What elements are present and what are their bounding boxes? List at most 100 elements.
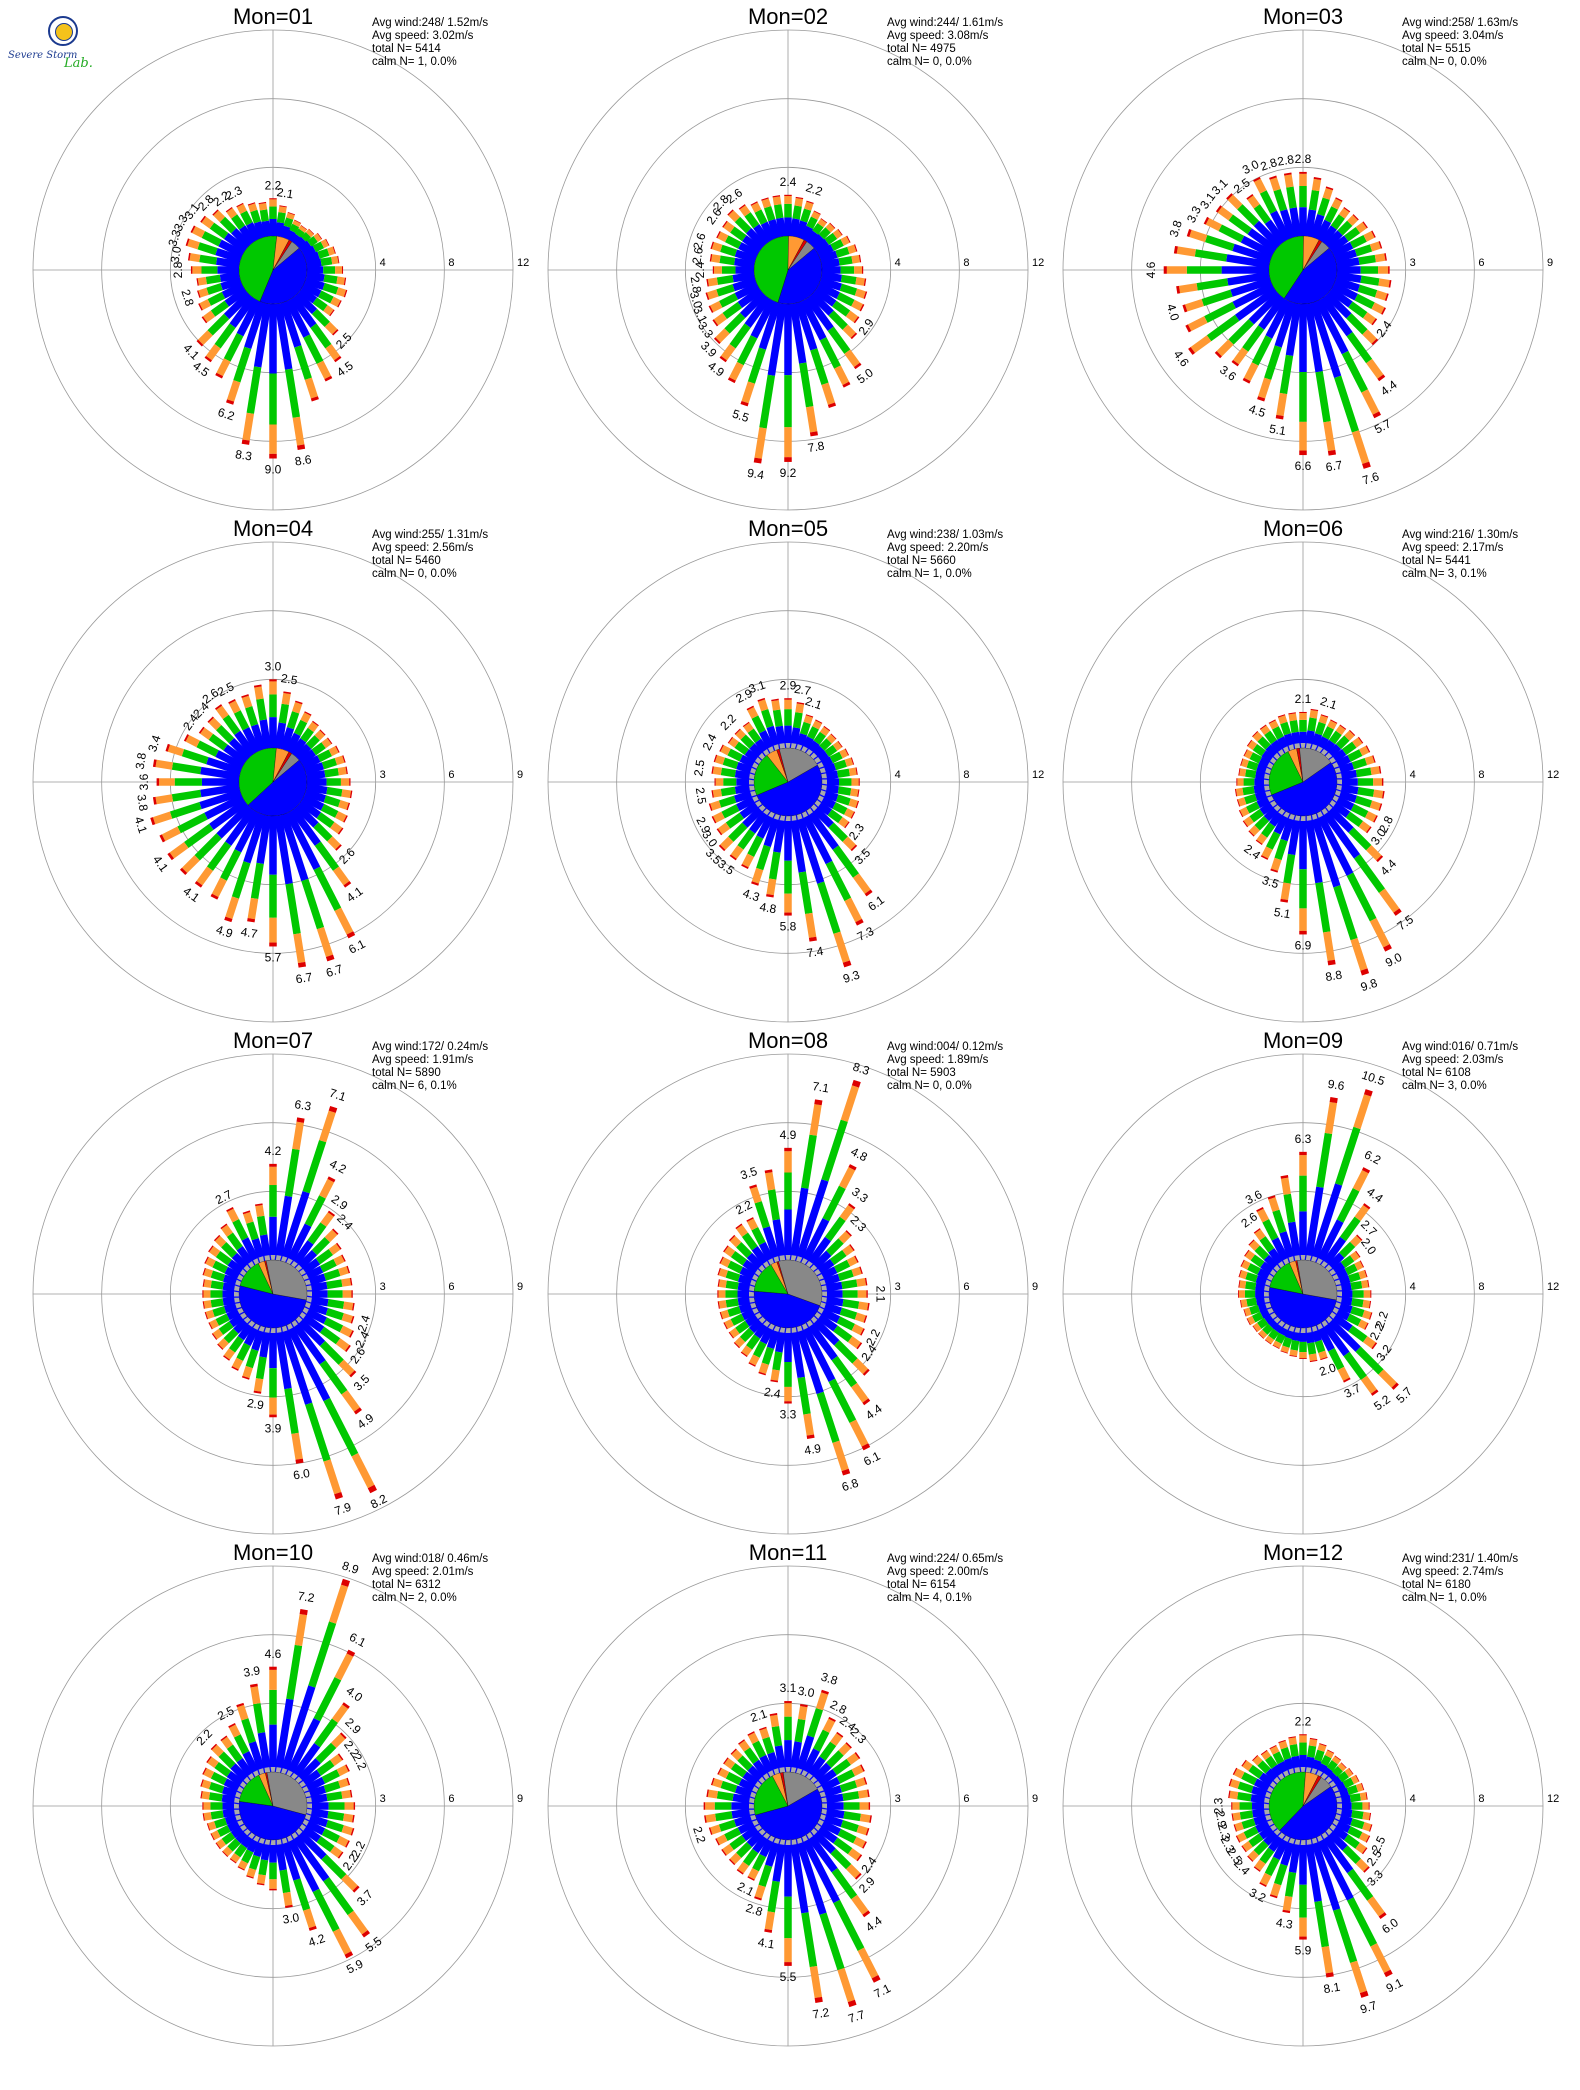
petal-segment xyxy=(1283,1193,1296,1223)
petal-segment xyxy=(1287,814,1302,856)
petal-segment xyxy=(305,1402,331,1462)
petal-segment xyxy=(819,1741,837,1761)
petal-segment xyxy=(1378,278,1390,288)
petal-segment xyxy=(1370,1943,1391,1974)
calm-tick xyxy=(1334,1814,1341,1821)
ring-label: 8 xyxy=(1478,1793,1484,1805)
petal-segment xyxy=(1366,826,1372,834)
petal-segment xyxy=(225,896,240,919)
petal-segment xyxy=(759,374,776,429)
petal-segment xyxy=(171,762,202,775)
petal-segment xyxy=(1321,1946,1334,1974)
pie-slice xyxy=(1296,1259,1338,1301)
petal-segment xyxy=(222,1850,229,1857)
petal-segment xyxy=(1365,745,1371,753)
petal-segment xyxy=(1335,725,1346,736)
petal-segment xyxy=(233,710,250,731)
calm-tick xyxy=(796,1256,803,1263)
ring-label: 12 xyxy=(517,257,529,269)
stats-line: total N= 5441 xyxy=(1402,555,1471,567)
petal-segment xyxy=(274,1326,292,1390)
calm-tick xyxy=(1288,813,1295,820)
petal-segment xyxy=(818,227,831,240)
petal-segment xyxy=(209,798,248,830)
petal-segment xyxy=(859,304,865,312)
calm-tick xyxy=(819,1791,826,1798)
petal-segment xyxy=(220,849,242,881)
petal-segment xyxy=(1275,414,1284,420)
calm-tick xyxy=(253,1770,260,1777)
calm-tick xyxy=(1264,1808,1270,1815)
petal-segment xyxy=(744,295,772,328)
pie-slice xyxy=(783,1771,818,1807)
petal-segment xyxy=(1264,1856,1280,1877)
petal-segment xyxy=(201,316,208,324)
petal-segment xyxy=(1373,789,1384,799)
petal-segment xyxy=(730,845,744,859)
petal-segment xyxy=(189,253,201,263)
petal-segment xyxy=(1227,194,1243,210)
calm-tick xyxy=(1311,1256,1318,1263)
petal-segment xyxy=(711,816,717,824)
petal-segment xyxy=(730,226,747,242)
calm-tick xyxy=(750,1279,757,1286)
petal-segment xyxy=(329,1584,349,1624)
petal-segment xyxy=(223,232,248,254)
petal-segment xyxy=(751,1227,766,1246)
petal-segment xyxy=(248,1741,267,1775)
stats-line: calm N= 1, 0.0% xyxy=(887,568,972,580)
petal-segment xyxy=(803,715,813,725)
petal-segment xyxy=(813,731,826,745)
petal-segment xyxy=(227,380,241,402)
petal-segment xyxy=(208,1781,225,1794)
petal-segment xyxy=(1315,219,1332,242)
petal-segment xyxy=(215,1251,232,1266)
petal-segment xyxy=(1245,1272,1258,1283)
petal-segment xyxy=(247,897,259,920)
petal-segment xyxy=(232,1357,244,1370)
petal-segment xyxy=(1241,1759,1247,1767)
ring-label: 3 xyxy=(1410,257,1416,269)
petal-label: 2.6 xyxy=(689,246,705,265)
petal-segment xyxy=(765,1172,776,1191)
calm-tick xyxy=(1305,1327,1312,1333)
petal-segment xyxy=(801,1912,818,1968)
petal-segment xyxy=(236,202,244,208)
petal-segment xyxy=(837,768,850,778)
pie-slice xyxy=(1302,241,1330,271)
ring-label: 9 xyxy=(517,1793,523,1805)
petal-segment xyxy=(1315,1834,1354,1901)
petal-segment xyxy=(848,1203,856,1210)
petal-segment xyxy=(1364,755,1375,766)
lab-logo: Severe Storm Lab. xyxy=(8,16,93,80)
petal-segment xyxy=(1254,1245,1270,1261)
petal-segment xyxy=(238,1860,248,1870)
petal-segment xyxy=(341,1825,353,1836)
petal-label: 2.4 xyxy=(780,175,797,189)
petal-segment xyxy=(1351,757,1368,770)
petal-segment xyxy=(1355,1842,1367,1854)
petal-segment xyxy=(221,1736,233,1749)
petal-segment xyxy=(316,812,335,829)
petal-segment xyxy=(751,867,764,884)
petal-segment xyxy=(204,355,213,363)
petal-segment xyxy=(1257,736,1271,750)
petal-segment xyxy=(720,836,734,850)
petal-segment xyxy=(199,254,218,265)
calm-tick xyxy=(234,1285,240,1292)
petal-label: 7.1 xyxy=(811,1079,830,1095)
calm-tick xyxy=(814,757,822,765)
petal-segment xyxy=(205,1309,215,1320)
stats-line: total N= 6154 xyxy=(887,1579,956,1591)
wind-rose: Mon=073 6 94.26.37.14.22.92.42.42.42.63.54… xyxy=(32,1028,523,1535)
petal-segment xyxy=(1279,1231,1297,1263)
stats-line: calm N= 0, 0.0% xyxy=(887,56,972,68)
petal-segment xyxy=(854,1872,862,1880)
petal-segment xyxy=(1370,766,1380,775)
petal-segment xyxy=(834,1259,851,1274)
petal-segment xyxy=(1360,1375,1377,1394)
calm-tick xyxy=(299,1311,307,1319)
petal-segment xyxy=(242,412,254,441)
petal-label: 7.2 xyxy=(297,1589,316,1605)
petal-label: 2.2 xyxy=(193,1726,215,1748)
